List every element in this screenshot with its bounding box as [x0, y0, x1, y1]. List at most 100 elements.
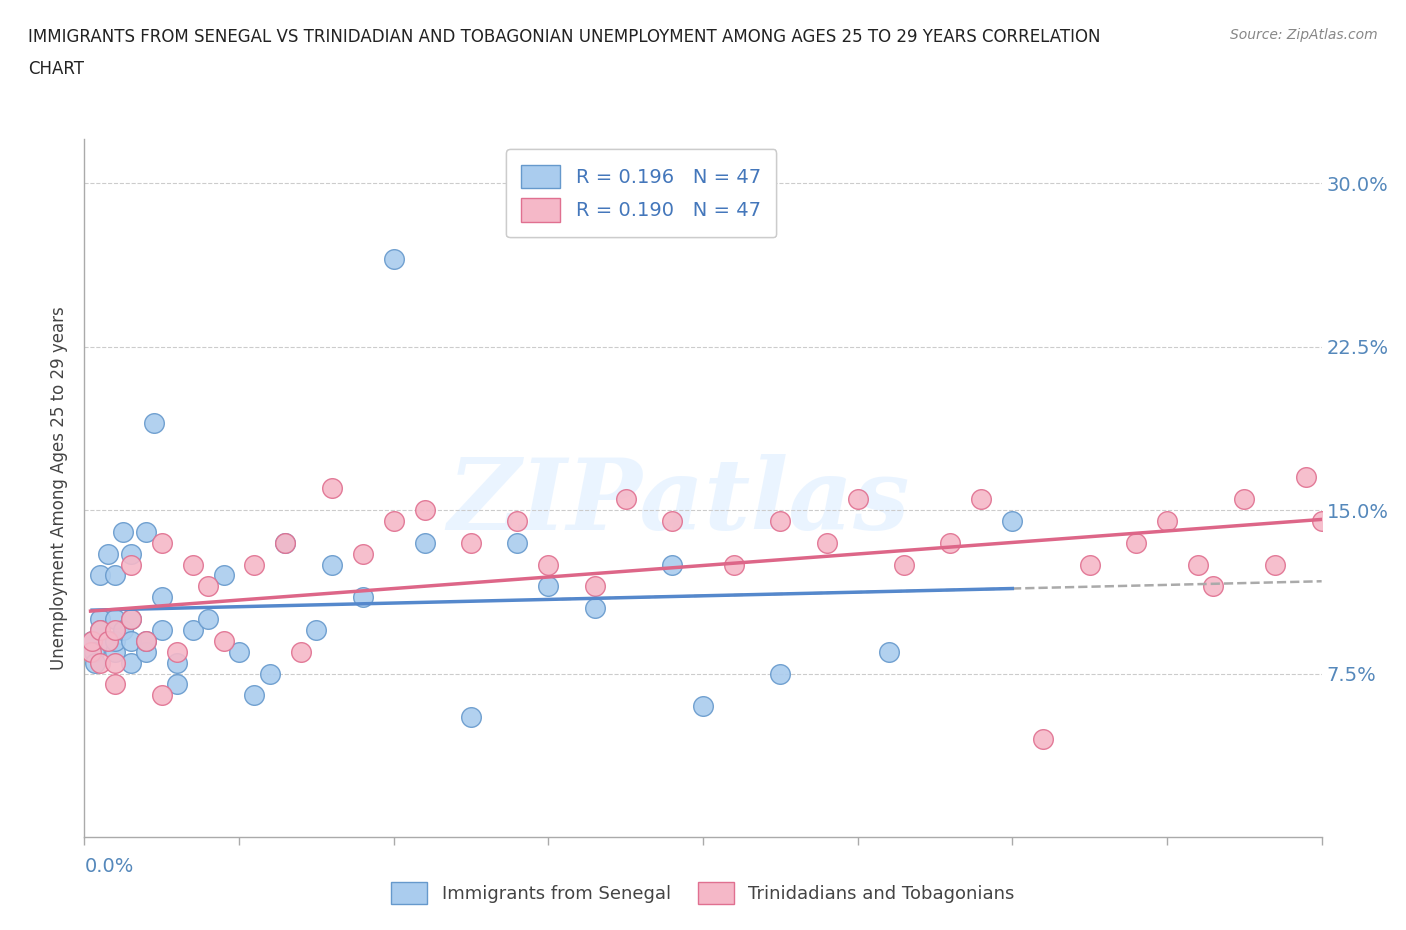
Point — [120, 656, 142, 671]
Point — [82, 633, 104, 648]
Point — [84, 656, 107, 671]
Point — [212, 633, 235, 648]
Point — [661, 557, 683, 572]
Point — [970, 492, 993, 507]
Point — [150, 590, 173, 604]
Point — [382, 252, 405, 267]
Point — [135, 633, 157, 648]
Text: ZIPatlas: ZIPatlas — [447, 454, 910, 551]
Point — [1264, 557, 1286, 572]
Point — [321, 557, 343, 572]
Point — [135, 633, 157, 648]
Point — [413, 502, 436, 517]
Point — [274, 536, 297, 551]
Point — [166, 677, 188, 692]
Point — [352, 546, 374, 561]
Point — [197, 578, 219, 593]
Point — [89, 622, 111, 637]
Point — [243, 557, 266, 572]
Point — [120, 557, 142, 572]
Text: Source: ZipAtlas.com: Source: ZipAtlas.com — [1230, 28, 1378, 42]
Point — [290, 644, 312, 659]
Point — [181, 622, 204, 637]
Point — [1233, 492, 1256, 507]
Point — [120, 612, 142, 627]
Point — [166, 656, 188, 671]
Point — [89, 612, 111, 627]
Point — [583, 601, 606, 616]
Y-axis label: Unemployment Among Ages 25 to 29 years: Unemployment Among Ages 25 to 29 years — [51, 306, 69, 671]
Legend: R = 0.196   N = 47, R = 0.190   N = 47: R = 0.196 N = 47, R = 0.190 N = 47 — [506, 149, 776, 237]
Point — [79, 644, 101, 659]
Point — [120, 546, 142, 561]
Point — [89, 656, 111, 671]
Point — [382, 513, 405, 528]
Point — [846, 492, 869, 507]
Point — [1078, 557, 1101, 572]
Point — [197, 612, 219, 627]
Point — [104, 568, 127, 583]
Point — [150, 622, 173, 637]
Point — [506, 536, 529, 551]
Point — [1125, 536, 1147, 551]
Point — [460, 710, 482, 724]
Point — [228, 644, 250, 659]
Point — [305, 622, 328, 637]
Point — [143, 416, 166, 431]
Point — [135, 525, 157, 539]
Point — [104, 622, 127, 637]
Point — [96, 633, 120, 648]
Point — [89, 568, 111, 583]
Text: IMMIGRANTS FROM SENEGAL VS TRINIDADIAN AND TOBAGONIAN UNEMPLOYMENT AMONG AGES 25: IMMIGRANTS FROM SENEGAL VS TRINIDADIAN A… — [28, 28, 1101, 46]
Point — [723, 557, 745, 572]
Point — [82, 633, 104, 648]
Point — [537, 578, 560, 593]
Point — [83, 644, 105, 659]
Point — [1156, 513, 1178, 528]
Point — [243, 688, 266, 703]
Point — [1032, 732, 1054, 747]
Point — [815, 536, 838, 551]
Point — [150, 536, 173, 551]
Point — [1310, 513, 1333, 528]
Point — [104, 644, 127, 659]
Point — [413, 536, 436, 551]
Point — [96, 633, 120, 648]
Point — [150, 688, 173, 703]
Point — [96, 546, 120, 561]
Point — [769, 666, 792, 681]
Text: CHART: CHART — [28, 60, 84, 78]
Point — [893, 557, 915, 572]
Legend: Immigrants from Senegal, Trinidadians and Tobagonians: Immigrants from Senegal, Trinidadians an… — [384, 875, 1022, 911]
Point — [352, 590, 374, 604]
Point — [877, 644, 900, 659]
Point — [104, 633, 127, 648]
Point — [661, 513, 683, 528]
Point — [135, 644, 157, 659]
Point — [181, 557, 204, 572]
Point — [614, 492, 637, 507]
Point — [321, 481, 343, 496]
Point — [1001, 513, 1024, 528]
Point — [112, 525, 135, 539]
Point — [120, 612, 142, 627]
Point — [166, 644, 188, 659]
Point — [104, 612, 127, 627]
Point — [120, 633, 142, 648]
Point — [1187, 557, 1209, 572]
Point — [259, 666, 281, 681]
Point — [939, 536, 962, 551]
Point — [104, 677, 127, 692]
Point — [537, 557, 560, 572]
Text: 0.0%: 0.0% — [84, 857, 134, 875]
Point — [1295, 470, 1317, 485]
Point — [692, 698, 714, 713]
Point — [104, 656, 127, 671]
Point — [1202, 578, 1225, 593]
Point — [89, 622, 111, 637]
Point — [212, 568, 235, 583]
Point — [460, 536, 482, 551]
Point — [506, 513, 529, 528]
Point — [112, 622, 135, 637]
Point — [769, 513, 792, 528]
